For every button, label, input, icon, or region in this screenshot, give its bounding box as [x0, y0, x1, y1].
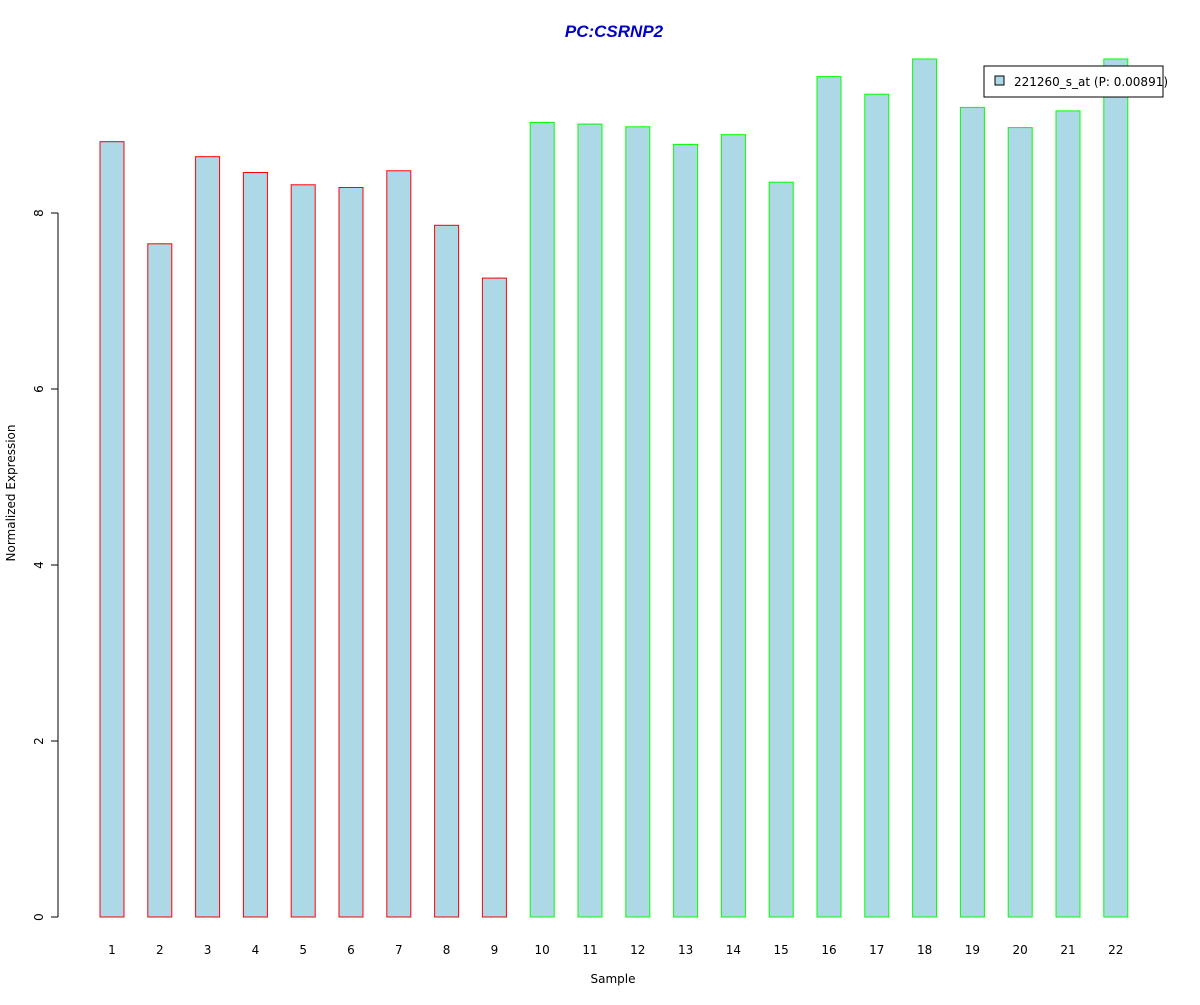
- legend-box: [983, 65, 1164, 98]
- bar: [147, 243, 173, 918]
- bar: [864, 93, 890, 918]
- x-tick-label: 2: [156, 943, 164, 957]
- bar: [1103, 58, 1129, 918]
- bars-group: [99, 58, 1129, 918]
- legend-label: 221260_s_at (P: 0.00891): [1014, 75, 1168, 89]
- y-tick-label: 8: [32, 209, 46, 217]
- x-tick-label: 1: [108, 943, 116, 957]
- x-axis-label: Sample: [591, 972, 636, 986]
- bar: [242, 172, 268, 918]
- bar: [290, 184, 316, 918]
- bar: [195, 156, 221, 918]
- bar: [625, 126, 651, 918]
- x-tick-label: 10: [535, 943, 550, 957]
- bar: [481, 277, 507, 918]
- bar: [338, 187, 364, 918]
- y-axis: 0 2 4 6 8: [32, 209, 59, 921]
- x-tick-label: 3: [204, 943, 212, 957]
- x-tick-label: 22: [1108, 943, 1123, 957]
- x-tick-label: 15: [774, 943, 789, 957]
- bar: [673, 143, 699, 918]
- chart-title: PC:CSRNP2: [565, 22, 664, 41]
- y-tick-label: 2: [32, 737, 46, 745]
- bar: [577, 123, 603, 918]
- x-tick-label: 20: [1013, 943, 1028, 957]
- x-tick-label: 5: [299, 943, 307, 957]
- bar: [529, 121, 555, 918]
- bar: [386, 170, 412, 918]
- x-tick-label: 13: [678, 943, 693, 957]
- bar: [912, 58, 938, 918]
- bar: [720, 134, 746, 918]
- x-tick-label: 18: [917, 943, 932, 957]
- x-tick-label: 4: [252, 943, 260, 957]
- x-tick-label: 8: [443, 943, 451, 957]
- x-tick-label: 17: [869, 943, 884, 957]
- bar: [1055, 110, 1081, 918]
- y-axis-label: Normalized Expression: [4, 424, 18, 561]
- bar: [434, 224, 460, 918]
- x-tick-label: 21: [1060, 943, 1075, 957]
- x-tick-label: 11: [582, 943, 597, 957]
- x-tick-labels: 1 2 3 4 5 6 7 8 9 10 11 12 13 14 15 16 17 18 19 20 21 22: [108, 943, 1123, 957]
- bar: [816, 76, 842, 918]
- bar: [99, 141, 125, 918]
- x-tick-label: 19: [965, 943, 980, 957]
- bar: [1007, 127, 1033, 918]
- x-tick-label: 12: [630, 943, 645, 957]
- y-tick-label: 4: [32, 561, 46, 569]
- x-tick-label: 16: [821, 943, 836, 957]
- y-tick-label: 6: [32, 385, 46, 393]
- x-tick-label: 7: [395, 943, 403, 957]
- legend-swatch: [994, 75, 1005, 86]
- x-tick-label: 14: [726, 943, 741, 957]
- bar: [959, 106, 985, 918]
- x-tick-label: 9: [491, 943, 499, 957]
- x-tick-label: 6: [347, 943, 355, 957]
- bar: [768, 181, 794, 918]
- legend: 221260_s_at (P: 0.00891): [983, 65, 1168, 98]
- y-tick-label: 0: [32, 913, 46, 921]
